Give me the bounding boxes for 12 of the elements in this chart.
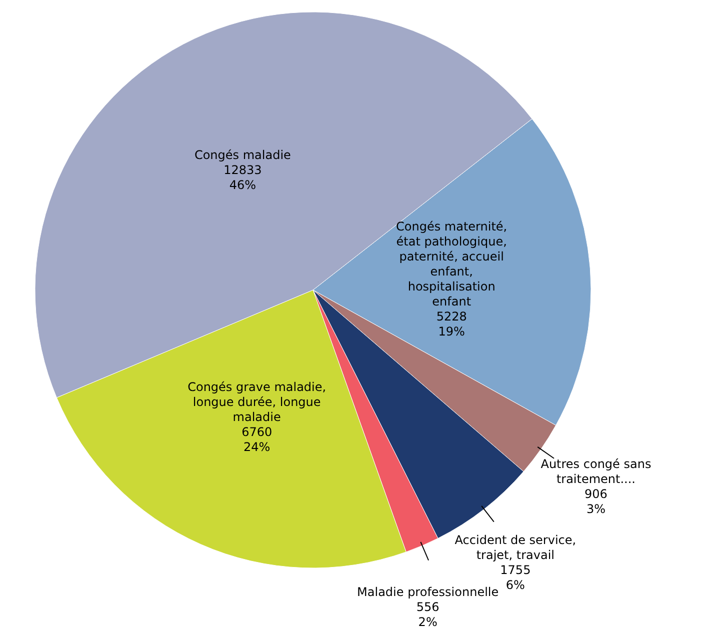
data-label: 12833 46% — [224, 163, 262, 192]
slice-label: Congés maternité, état pathologique, paternité, accueil enfant, hospitalisation enfant — [396, 220, 508, 309]
slice-label: Congés grave maladie, longue durée, longue maladie — [188, 380, 326, 424]
data-label: 556 2% — [416, 600, 440, 629]
data-label: 1755 6% — [500, 562, 531, 592]
data-label: 6760 24% — [242, 425, 272, 454]
slice-label: Autres congé sans traitement.... — [540, 457, 652, 486]
slice-label: Accident de service, trajet, travail — [454, 532, 576, 562]
slice-label: Maladie professionnelle — [357, 584, 499, 599]
data-label: 5228 19% — [436, 310, 467, 339]
slice-label: Congés maladie — [194, 148, 291, 162]
data-label: 906 3% — [584, 487, 608, 516]
